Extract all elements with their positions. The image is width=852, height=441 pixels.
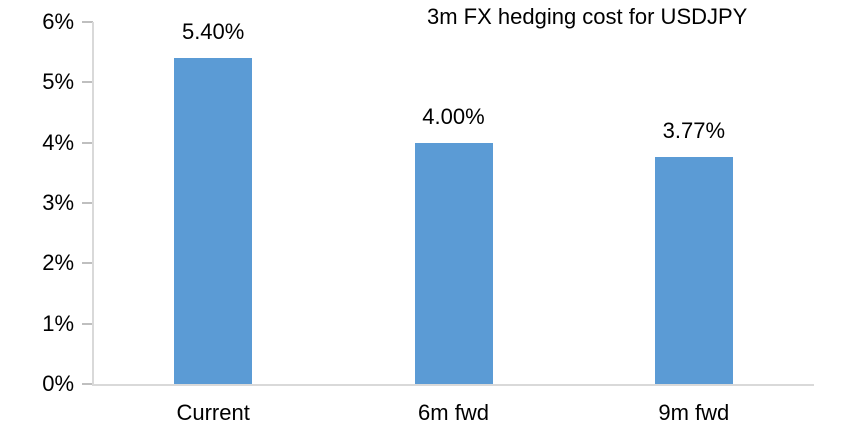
bar-9m-fwd [654,156,733,384]
y-axis-tick-mark [82,262,93,265]
bar-6m-fwd [414,142,493,384]
y-axis-tick-label: 5% [42,69,74,95]
y-axis-tick-label: 6% [42,9,74,34]
x-axis-category-label: 9m fwd [658,400,730,425]
y-axis-tick-mark [82,21,93,23]
y-axis-tick-label: 3% [42,190,74,215]
y-axis-tick-mark [82,202,93,204]
y-axis-tick-label: 0% [42,371,74,396]
y-axis-tick-label: 2% [42,250,74,276]
y-axis-tick-label: 1% [42,310,74,336]
x-axis-line [92,384,814,386]
y-axis-tick-mark [82,322,93,325]
chart-title: 3m FX hedging cost for USDJPY [427,4,748,29]
y-axis-tick-mark [82,81,93,84]
bar-value-label: 5.40% [181,19,245,45]
y-axis-tick-mark [82,141,93,144]
y-axis-tick-label: 4% [42,129,74,155]
bar-current [174,58,253,384]
y-axis-tick-mark [82,383,93,385]
bar-value-label: 3.77% [662,117,726,143]
x-axis-category-label: 6m fwd [418,400,489,425]
bar-value-label: 4.00% [422,103,485,129]
y-axis-line [92,22,94,384]
x-axis-category-label: Current [176,400,250,425]
